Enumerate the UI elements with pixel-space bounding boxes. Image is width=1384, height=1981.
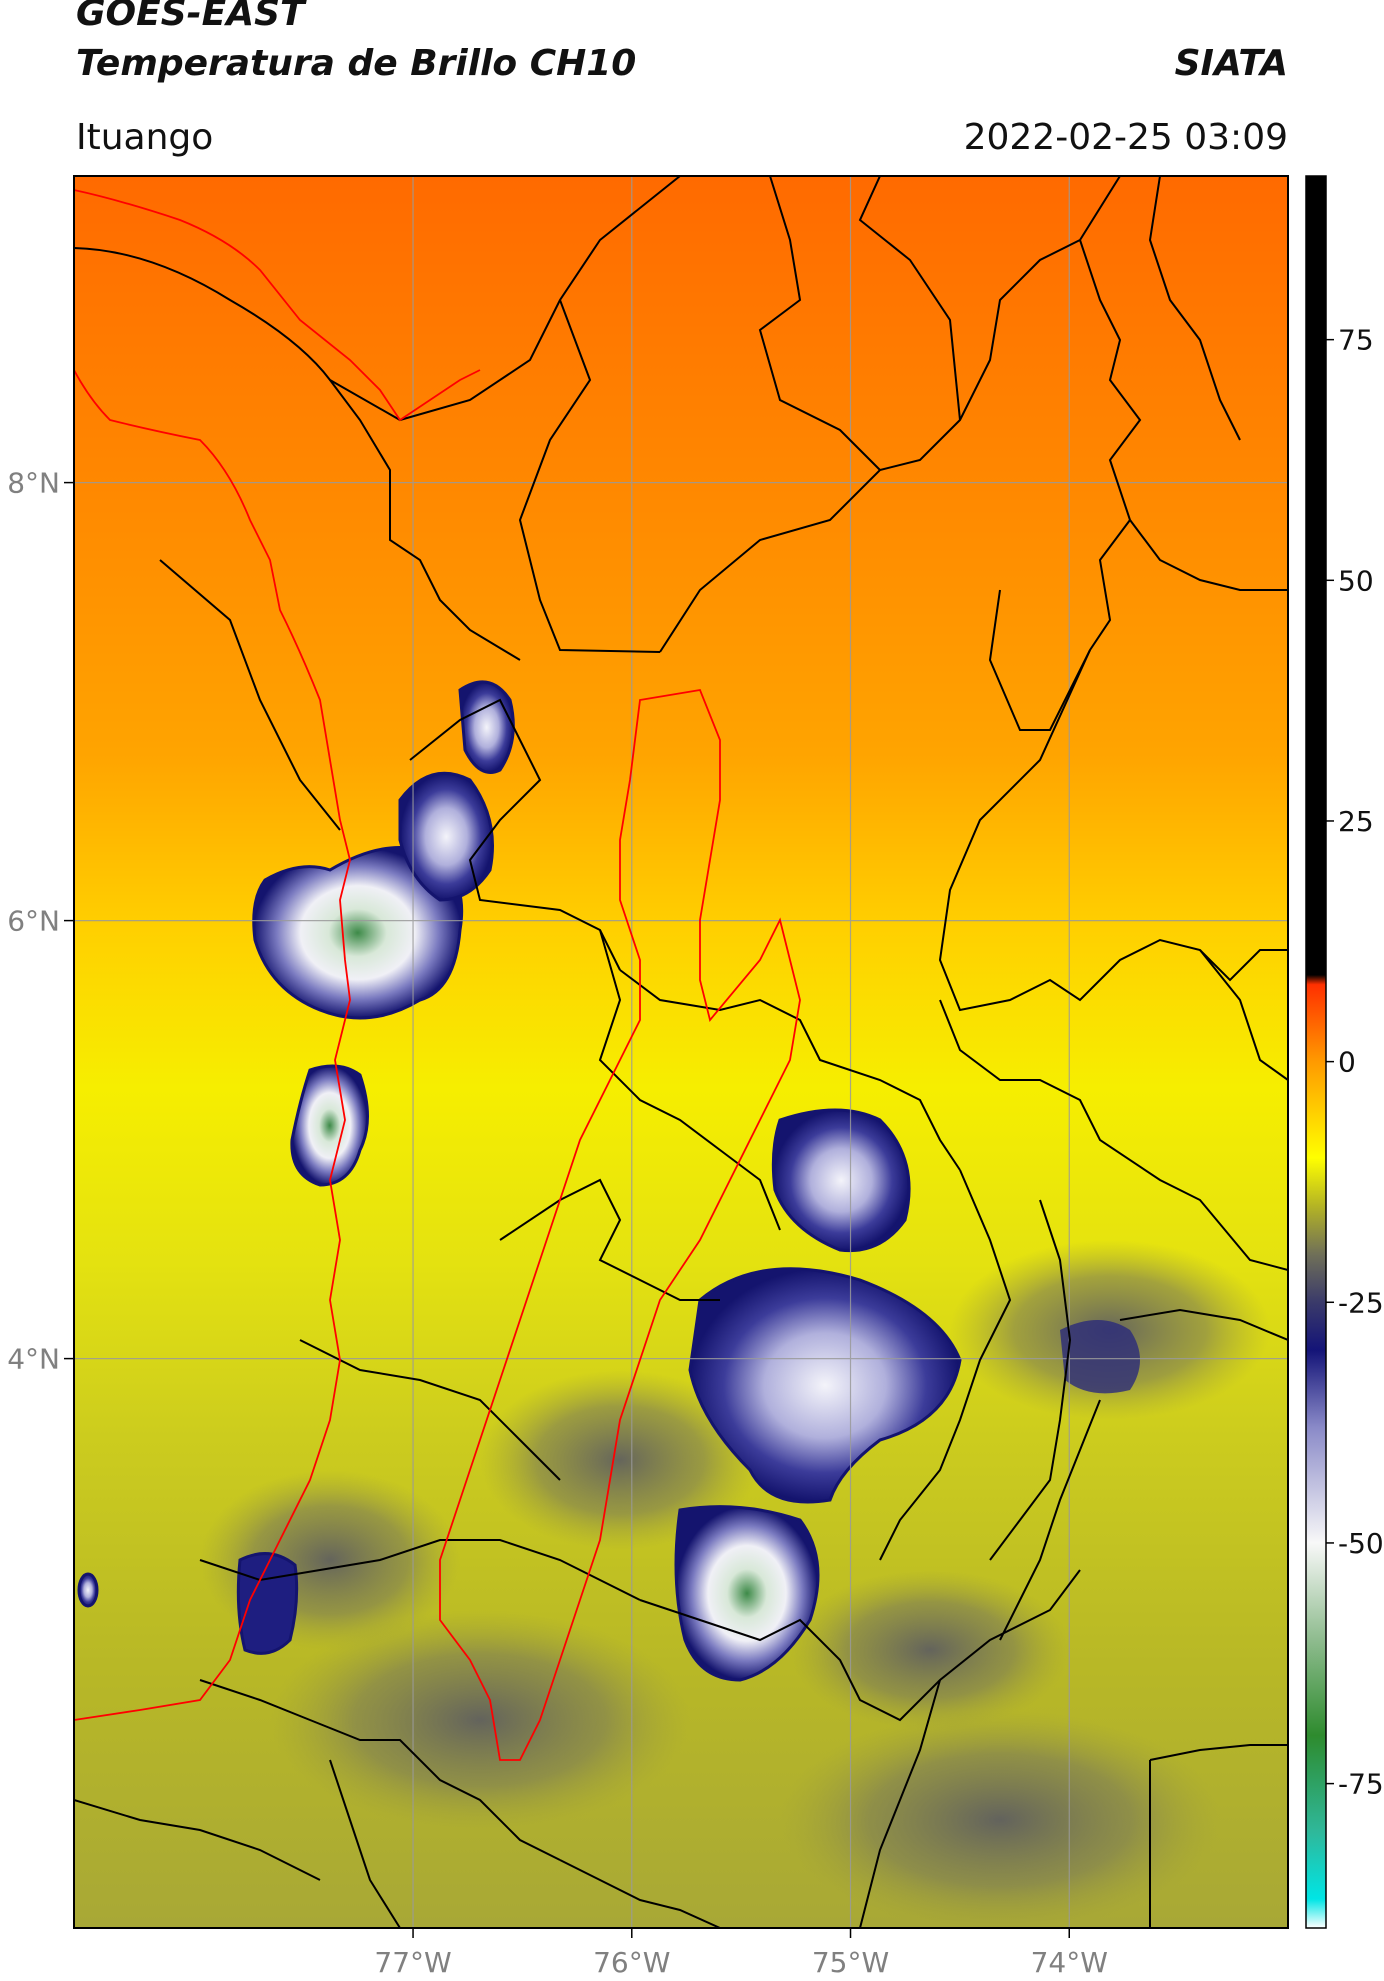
colorbar-tick-label: -75 xyxy=(1338,1768,1384,1801)
coastline-and-basin xyxy=(74,189,801,1761)
convective-cells xyxy=(77,680,1140,1682)
lat-tick-label: 4°N xyxy=(7,1343,60,1376)
colorbar-tick-label: 0 xyxy=(1338,1046,1356,1079)
organization-label: SIATA xyxy=(1174,43,1288,84)
colorbar-ramp xyxy=(1306,176,1326,1928)
location-label: Ituango xyxy=(76,117,214,158)
lat-tick-label: 8°N xyxy=(7,467,60,500)
colorbar: 75 50 25 0 -25 -50 -75 xyxy=(1305,175,1384,1929)
colorbar-tick-label: -25 xyxy=(1338,1286,1384,1319)
brightness-temperature-field xyxy=(74,176,1288,1928)
map-panel xyxy=(74,176,1288,1928)
colorbar-tick-label: 75 xyxy=(1338,324,1374,357)
lon-tick-label: 77°W xyxy=(374,1946,451,1979)
gridlines xyxy=(74,176,1288,1928)
title-line-2: Temperatura de Brillo CH10 xyxy=(76,43,637,84)
lon-tick-label: 74°W xyxy=(1031,1946,1108,1979)
datetime-label: 2022-02-25 03:09 xyxy=(963,117,1288,158)
administrative-boundaries xyxy=(74,176,1288,1928)
colorbar-frame xyxy=(1305,175,1327,1929)
latitude-ticks: 8°N 6°N 4°N xyxy=(7,467,74,1376)
colorbar-ticks: 75 50 25 0 -25 -50 -75 xyxy=(1326,324,1384,1801)
lon-tick-label: 76°W xyxy=(593,1946,670,1979)
lat-tick-label: 6°N xyxy=(7,905,60,938)
lon-tick-label: 75°W xyxy=(812,1946,889,1979)
colorbar-tick-label: 25 xyxy=(1338,805,1374,838)
colorbar-tick-label: -50 xyxy=(1338,1527,1384,1560)
map-frame xyxy=(73,175,1289,1929)
colorbar-tick-label: 50 xyxy=(1338,564,1374,597)
longitude-ticks: 77°W 76°W 75°W 74°W xyxy=(374,1928,1108,1979)
title-line-1: GOES-EAST xyxy=(76,0,305,34)
